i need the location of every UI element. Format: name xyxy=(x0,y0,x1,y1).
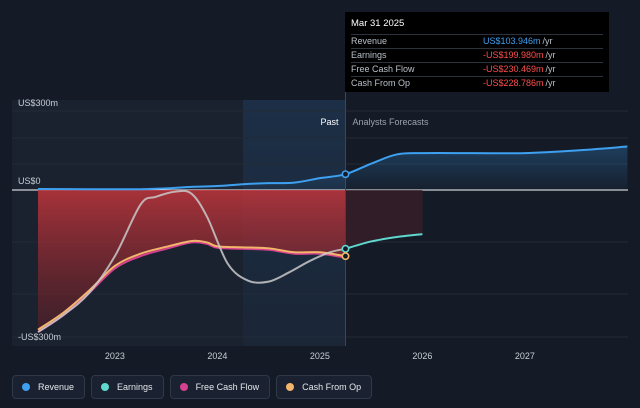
legend-label: Cash From Op xyxy=(302,382,362,392)
tooltip-unit: /yr xyxy=(545,64,556,74)
legend-dot-icon xyxy=(22,383,30,391)
legend-item-cash-from-op[interactable]: Cash From Op xyxy=(276,375,373,399)
y-axis-label: US$0 xyxy=(18,176,41,186)
tooltip-label: Revenue xyxy=(351,36,388,46)
forecast-label: Analysts Forecasts xyxy=(353,117,430,127)
tooltip-value: -US$230.469m xyxy=(483,64,544,74)
tooltip-panel: Mar 31 2025 Revenue US$103.946m /yr Earn… xyxy=(345,12,609,92)
x-axis-tick: 2027 xyxy=(515,351,535,361)
x-axis-tick: 2026 xyxy=(412,351,432,361)
earnings-line-past xyxy=(37,189,346,333)
past-label: Past xyxy=(320,117,339,127)
loss-area xyxy=(38,190,346,333)
legend-label: Revenue xyxy=(38,382,75,392)
tooltip-label: Free Cash Flow xyxy=(351,64,415,74)
legend: Revenue Earnings Free Cash Flow Cash Fro… xyxy=(12,375,373,401)
tooltip-unit: /yr xyxy=(545,78,556,88)
earnings-marker xyxy=(341,244,350,253)
tooltip-value: -US$199.980m xyxy=(483,50,544,60)
tooltip-label: Earnings xyxy=(351,50,387,60)
forecast-loss-area xyxy=(345,190,423,249)
x-axis-tick: 2023 xyxy=(105,351,125,361)
tooltip-value: US$103.946m xyxy=(483,36,541,46)
legend-item-revenue[interactable]: Revenue xyxy=(12,375,86,399)
revenue-line xyxy=(37,145,628,191)
cash-from-op-line xyxy=(37,239,346,331)
cash-from-op-marker xyxy=(341,252,350,261)
legend-label: Free Cash Flow xyxy=(195,382,260,392)
tooltip-date: Mar 31 2025 xyxy=(351,18,405,29)
x-axis-tick: 2025 xyxy=(310,351,330,361)
legend-dot-icon xyxy=(286,383,295,391)
tooltip-row-earnings: Earnings -US$199.980m /yr xyxy=(351,48,603,62)
y-axis-label: US$300m xyxy=(18,98,58,108)
revenue-marker xyxy=(341,170,350,179)
tooltip-row-cash-from-op: Cash From Op -US$228.786m /yr xyxy=(351,76,603,90)
tooltip-value: -US$228.786m xyxy=(483,78,544,88)
legend-item-free-cash-flow[interactable]: Free Cash Flow xyxy=(169,375,271,399)
x-axis-tick: 2024 xyxy=(207,351,227,361)
tooltip-unit: /yr xyxy=(545,50,556,60)
tooltip-unit: /yr xyxy=(542,36,553,46)
legend-item-earnings[interactable]: Earnings xyxy=(91,375,164,399)
y-axis-label: -US$300m xyxy=(18,332,61,342)
tooltip-row-free-cash-flow: Free Cash Flow -US$230.469m /yr xyxy=(351,62,603,76)
legend-label: Earnings xyxy=(117,382,153,392)
legend-dot-icon xyxy=(179,383,188,391)
legend-dot-icon xyxy=(101,383,110,391)
tooltip-label: Cash From Op xyxy=(351,78,411,88)
revenue-area xyxy=(38,146,628,190)
tooltip-row-revenue: Revenue US$103.946m /yr xyxy=(351,34,603,48)
earnings-line-forecast xyxy=(345,233,423,250)
